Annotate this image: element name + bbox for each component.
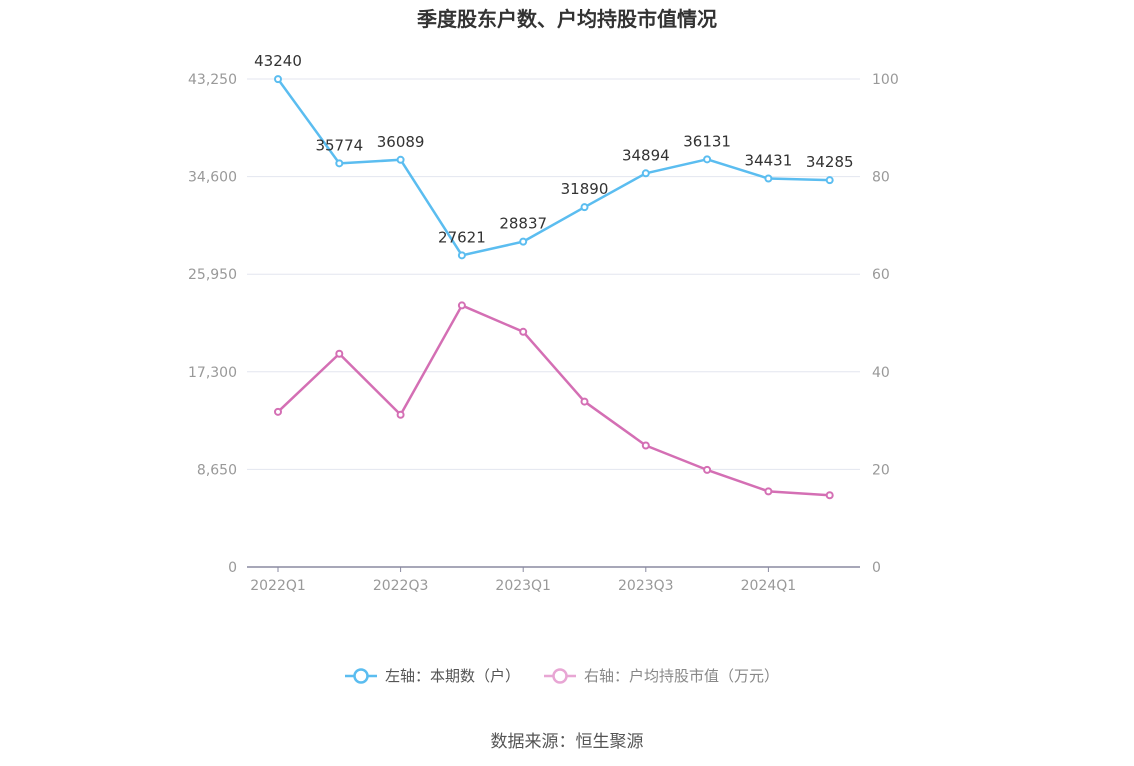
right-axis-ticks: 0 20 40 60 80 100 <box>872 72 899 576</box>
data-point[interactable] <box>825 176 834 185</box>
left-tick-label: 25,950 <box>188 267 237 283</box>
data-label: 36131 <box>683 132 731 150</box>
left-tick-label: 0 <box>228 560 237 576</box>
data-label: 34894 <box>622 146 670 164</box>
right-tick-label: 80 <box>872 170 890 186</box>
x-tick-label: 2023Q3 <box>618 578 674 594</box>
right-tick-label: 100 <box>872 72 899 88</box>
data-point[interactable] <box>703 465 712 474</box>
legend-marker <box>552 668 568 684</box>
data-label: 34431 <box>745 152 793 170</box>
data-point[interactable] <box>519 237 528 246</box>
data-point[interactable] <box>825 491 834 500</box>
data-point[interactable] <box>764 174 773 183</box>
series-2 <box>274 301 834 500</box>
left-tick-label: 17,300 <box>188 365 237 381</box>
data-point[interactable] <box>274 407 282 416</box>
data-point[interactable] <box>457 251 466 260</box>
x-tick-label: 2023Q1 <box>495 578 551 594</box>
legend-label: 右轴：户均持股市值（万元） <box>584 667 779 685</box>
data-point[interactable] <box>396 410 405 419</box>
x-tick-label: 2022Q3 <box>373 578 429 594</box>
data-label: 43240 <box>254 52 302 70</box>
x-tick-label: 2022Q1 <box>250 578 306 594</box>
grid-lines <box>247 78 860 470</box>
chart-title: 季度股东户数、户均持股市值情况 <box>416 7 717 31</box>
right-tick-label: 0 <box>872 560 881 576</box>
data-point[interactable] <box>641 441 650 450</box>
series-line <box>276 78 830 257</box>
legend-item-2[interactable]: 右轴：户均持股市值（万元） <box>544 667 779 685</box>
left-tick-label: 43,250 <box>188 72 237 88</box>
data-point[interactable] <box>641 169 650 178</box>
series-1: 43240 35774 36089 27621 28837 31890 34894 36131… <box>254 52 854 260</box>
right-tick-label: 40 <box>872 365 890 381</box>
legend-item-1[interactable]: 左轴：本期数（户） <box>345 667 520 685</box>
x-axis: 2022Q1 2022Q3 2023Q1 2023Q3 2024Q1 <box>247 566 860 594</box>
left-tick-label: 34,600 <box>188 170 237 186</box>
left-axis-ticks: 0 8,650 17,300 25,950 34,600 43,250 <box>188 72 237 576</box>
data-label: 27621 <box>438 228 486 246</box>
data-label: 36089 <box>377 133 425 151</box>
legend[interactable]: 左轴：本期数（户） 右轴：户均持股市值（万元） <box>345 667 779 685</box>
data-point[interactable] <box>335 349 344 358</box>
data-label: 28837 <box>499 215 547 233</box>
data-point[interactable] <box>764 487 773 496</box>
data-point[interactable] <box>580 397 589 406</box>
data-point[interactable] <box>519 327 528 336</box>
data-point[interactable] <box>703 155 712 164</box>
data-label: 34285 <box>806 153 854 171</box>
left-tick-label: 8,650 <box>197 462 237 478</box>
series-layer: 43240 35774 36089 27621 28837 31890 34894 36131… <box>254 52 854 500</box>
right-tick-label: 60 <box>872 267 890 283</box>
x-tick-label: 2024Q1 <box>741 578 797 594</box>
data-point[interactable] <box>580 203 589 212</box>
data-label: 35774 <box>315 136 363 154</box>
data-point[interactable] <box>457 301 466 310</box>
data-point[interactable] <box>274 75 282 84</box>
legend-label: 左轴：本期数（户） <box>385 667 520 685</box>
right-tick-label: 20 <box>872 462 890 478</box>
data-point[interactable] <box>335 159 344 168</box>
source-note: 数据来源：恒生聚源 <box>491 732 644 752</box>
series-line <box>277 304 830 497</box>
data-label: 31890 <box>561 180 609 198</box>
data-point[interactable] <box>396 155 405 164</box>
legend-marker <box>353 668 369 684</box>
